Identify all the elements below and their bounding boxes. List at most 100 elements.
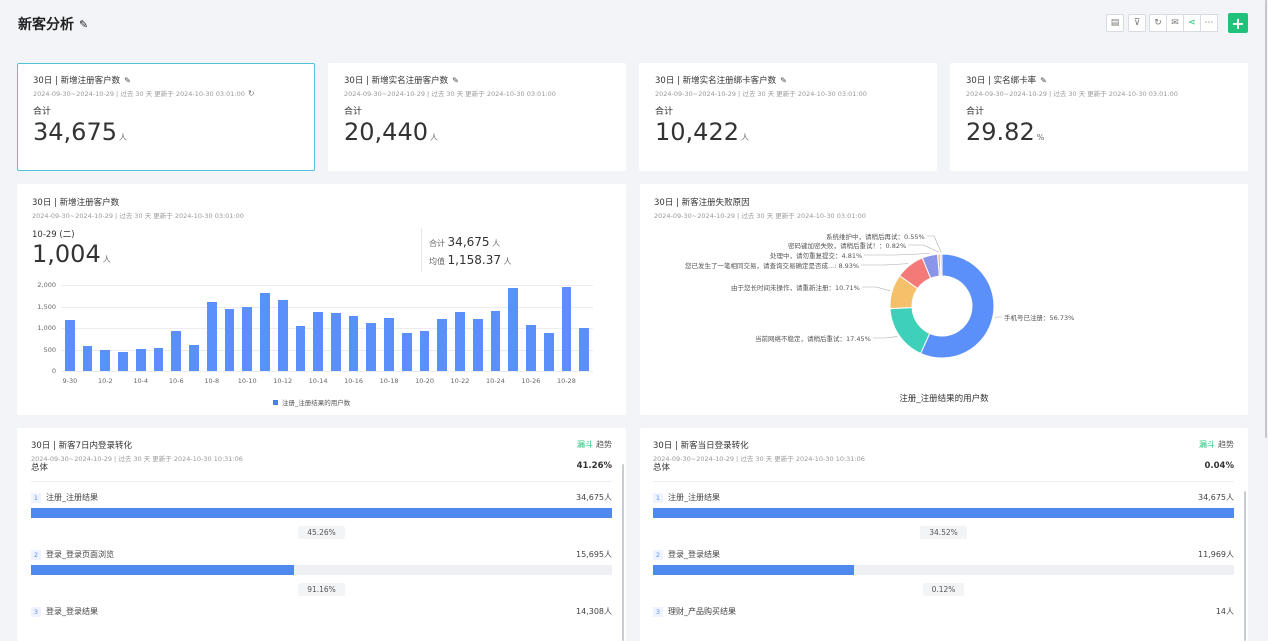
pencil-icon[interactable]: ✎ (79, 17, 89, 31)
tab-trend[interactable]: 趋势 (596, 440, 612, 449)
gridline (61, 306, 593, 308)
funnel-bar-fill (31, 565, 294, 575)
bar[interactable] (561, 286, 572, 371)
pie-slice-label: 系统维护中，请稍后再试：0.55% (826, 233, 925, 241)
pie-slice[interactable] (889, 307, 931, 355)
pie-card-header: 30日 | 新客注册失败原因 2024-09-30~2024-10-29 | 过… (654, 196, 866, 220)
bar[interactable] (118, 352, 128, 371)
share-icon[interactable]: ⋖ (1183, 14, 1201, 32)
funnel-bar-track[interactable] (31, 565, 612, 575)
y-tick-label: 2,000 (37, 281, 56, 289)
pie-slice[interactable] (919, 253, 995, 359)
x-tick-label: 10-28 (556, 377, 576, 385)
step-value: 34,675人 (576, 493, 612, 502)
bar[interactable] (401, 333, 412, 371)
pencil-icon[interactable]: ✎ (1040, 75, 1047, 85)
funnel-bar-track[interactable] (31, 508, 612, 518)
tab-trend[interactable]: 趋势 (1218, 440, 1234, 449)
pencil-icon[interactable]: ✎ (452, 75, 459, 85)
bar[interactable] (313, 312, 323, 371)
filter-icon[interactable]: ⊽ (1128, 14, 1146, 32)
tab-funnel[interactable]: 漏斗 (577, 440, 593, 449)
kpi-card-2[interactable]: 30日 | 新增实名注册客户数 ✎ 2024-09-30~2024-10-29 |… (328, 63, 626, 171)
bar[interactable] (437, 318, 448, 371)
scrollbar[interactable] (622, 464, 624, 641)
bar[interactable] (260, 292, 270, 371)
step-name: 登录_登录页面浏览 (46, 550, 114, 559)
bar[interactable] (384, 318, 394, 371)
conversion-rate: 45.26% (31, 526, 612, 539)
bar[interactable] (153, 347, 164, 371)
bar[interactable] (171, 331, 182, 371)
pencil-icon[interactable]: ✎ (780, 75, 787, 85)
bar[interactable] (277, 300, 288, 371)
funnel-total-label: 总体 (31, 463, 49, 473)
step-value: 14,308人 (576, 607, 612, 616)
bar[interactable] (366, 322, 377, 371)
funnel-bar-track[interactable] (653, 565, 1234, 575)
funnel-bar-track[interactable] (653, 508, 1234, 518)
kpi-range: 2024-09-30~2024-10-29 | 过去 30 天 更新于 2024… (655, 90, 867, 98)
bar-card-value: 1,004 人 (32, 240, 111, 268)
refresh-icon[interactable]: ↻ (247, 88, 255, 98)
kpi-card-1[interactable]: 30日 | 新增注册客户数 ✎ 2024-09-30~2024-10-29 | 过… (17, 63, 315, 171)
funnel-total-value: 0.04% (1204, 461, 1235, 471)
step-value: 14人 (1215, 607, 1234, 616)
x-tick-label: 9-30 (62, 377, 78, 385)
kpi-title-text: 30日 | 新增实名注册绑卡客户数 (655, 76, 777, 86)
toolbar-group: ↻ ✉ ⋖ ⋯ (1149, 14, 1218, 32)
bar[interactable] (224, 308, 235, 371)
funnel-step-2: 2 登录_登录结果 11,969人 (653, 549, 1234, 560)
bar-legend[interactable]: 注册_注册结果的用户数 (273, 397, 350, 407)
bar[interactable] (189, 344, 199, 371)
bar[interactable] (206, 301, 217, 371)
kpi-card-3[interactable]: 30日 | 新增实名注册绑卡客户数 ✎ 2024-09-30~2024-10-29… (639, 63, 937, 171)
bar[interactable] (472, 318, 483, 371)
sum-label: 合计 (429, 239, 445, 248)
page-scrollbar[interactable] (1265, 0, 1267, 438)
bar[interactable] (242, 307, 253, 371)
funnel-step-3: 3 理财_产品购买结果 14人 (653, 606, 1234, 617)
kpi-range: 2024-09-30~2024-10-29 | 过去 30 天 更新于 2024… (344, 90, 556, 98)
step-value: 11,969人 (1198, 550, 1234, 559)
mail-icon[interactable]: ✉ (1166, 14, 1184, 32)
bar[interactable] (490, 310, 501, 371)
bar[interactable] (82, 345, 93, 371)
bar[interactable] (64, 319, 75, 371)
funnel-card-2: 30日 | 新客当日登录转化 2024-09-30~2024-10-29 | 过… (640, 428, 1248, 641)
bar[interactable] (455, 311, 465, 371)
bar[interactable] (579, 327, 589, 371)
step-value: 34,675人 (1198, 493, 1234, 502)
sum-value: 34,675 (447, 235, 490, 249)
step-number: 1 (31, 493, 41, 503)
bar[interactable] (419, 331, 430, 371)
layout-icon[interactable]: ▤ (1106, 14, 1124, 32)
kpi-value: 29.82% (966, 118, 1232, 146)
kpi-card-4[interactable]: 30日 | 实名绑卡率 ✎ 2024-09-30~2024-10-29 | 过去 … (950, 63, 1248, 171)
bar[interactable] (100, 349, 111, 371)
bar[interactable] (526, 325, 536, 371)
bar[interactable] (543, 332, 554, 371)
divider (421, 228, 422, 272)
pencil-icon[interactable]: ✎ (124, 75, 131, 85)
bar[interactable] (135, 349, 146, 371)
more-icon[interactable]: ⋯ (1200, 14, 1218, 32)
y-tick-label: 1,500 (37, 302, 56, 311)
pie-slice-label: 处理中，请勿重复提交：4.81% (770, 252, 863, 260)
avg-unit: 人 (503, 257, 512, 266)
scrollbar[interactable] (1244, 491, 1246, 641)
bar[interactable] (508, 287, 519, 371)
bar[interactable] (295, 326, 306, 371)
bar[interactable] (330, 313, 341, 371)
add-button[interactable]: + (1228, 13, 1248, 33)
tab-funnel[interactable]: 漏斗 (1199, 440, 1215, 449)
step-name: 注册_注册结果 (668, 493, 720, 502)
funnel-bar-fill (31, 508, 612, 518)
pie-slice[interactable] (939, 253, 943, 277)
funnel-range: 2024-09-30~2024-10-29 | 过去 30 天 更新于 2024… (653, 455, 865, 463)
pie-slice-label: 由于您长时间未操作，请重新注册：10.71% (731, 284, 860, 292)
refresh-button[interactable]: ↻ (1149, 14, 1167, 32)
pie-card-range: 2024-09-30~2024-10-29 | 过去 30 天 更新于 2024… (654, 212, 866, 220)
funnel-total: 总体 41.26% (31, 461, 612, 482)
bar[interactable] (348, 315, 359, 371)
